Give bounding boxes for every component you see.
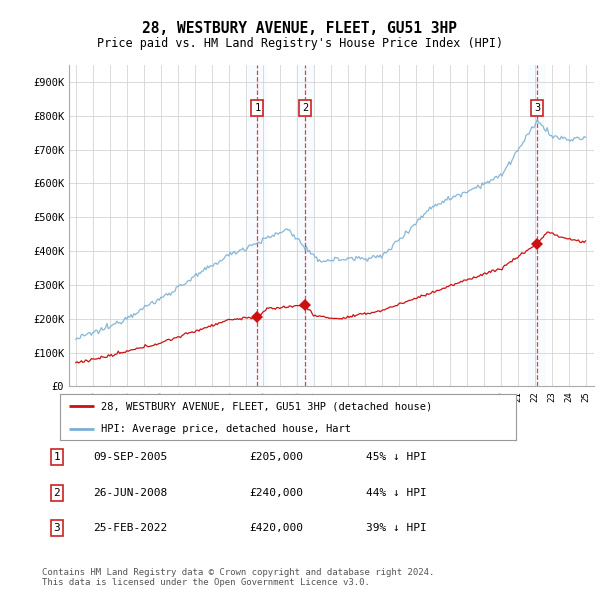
Text: 1: 1: [53, 453, 61, 462]
Text: 28, WESTBURY AVENUE, FLEET, GU51 3HP (detached house): 28, WESTBURY AVENUE, FLEET, GU51 3HP (de…: [101, 401, 432, 411]
Text: 2: 2: [302, 103, 308, 113]
Text: 2: 2: [53, 488, 61, 497]
Text: 39% ↓ HPI: 39% ↓ HPI: [366, 523, 427, 533]
Text: 44% ↓ HPI: 44% ↓ HPI: [366, 488, 427, 497]
Bar: [528, 65, 547, 386]
Text: 28, WESTBURY AVENUE, FLEET, GU51 3HP: 28, WESTBURY AVENUE, FLEET, GU51 3HP: [143, 21, 458, 35]
Text: Contains HM Land Registry data © Crown copyright and database right 2024.
This d: Contains HM Land Registry data © Crown c…: [42, 568, 434, 587]
Text: 45% ↓ HPI: 45% ↓ HPI: [366, 453, 427, 462]
Text: 26-JUN-2008: 26-JUN-2008: [93, 488, 167, 497]
Text: Price paid vs. HM Land Registry's House Price Index (HPI): Price paid vs. HM Land Registry's House …: [97, 37, 503, 50]
Text: 25-FEB-2022: 25-FEB-2022: [93, 523, 167, 533]
Text: £205,000: £205,000: [249, 453, 303, 462]
Text: £420,000: £420,000: [249, 523, 303, 533]
Text: 3: 3: [534, 103, 540, 113]
Text: £240,000: £240,000: [249, 488, 303, 497]
Text: 3: 3: [53, 523, 61, 533]
Text: HPI: Average price, detached house, Hart: HPI: Average price, detached house, Hart: [101, 424, 351, 434]
Text: 09-SEP-2005: 09-SEP-2005: [93, 453, 167, 462]
Text: 1: 1: [254, 103, 260, 113]
Bar: [296, 65, 314, 386]
Bar: [248, 65, 267, 386]
